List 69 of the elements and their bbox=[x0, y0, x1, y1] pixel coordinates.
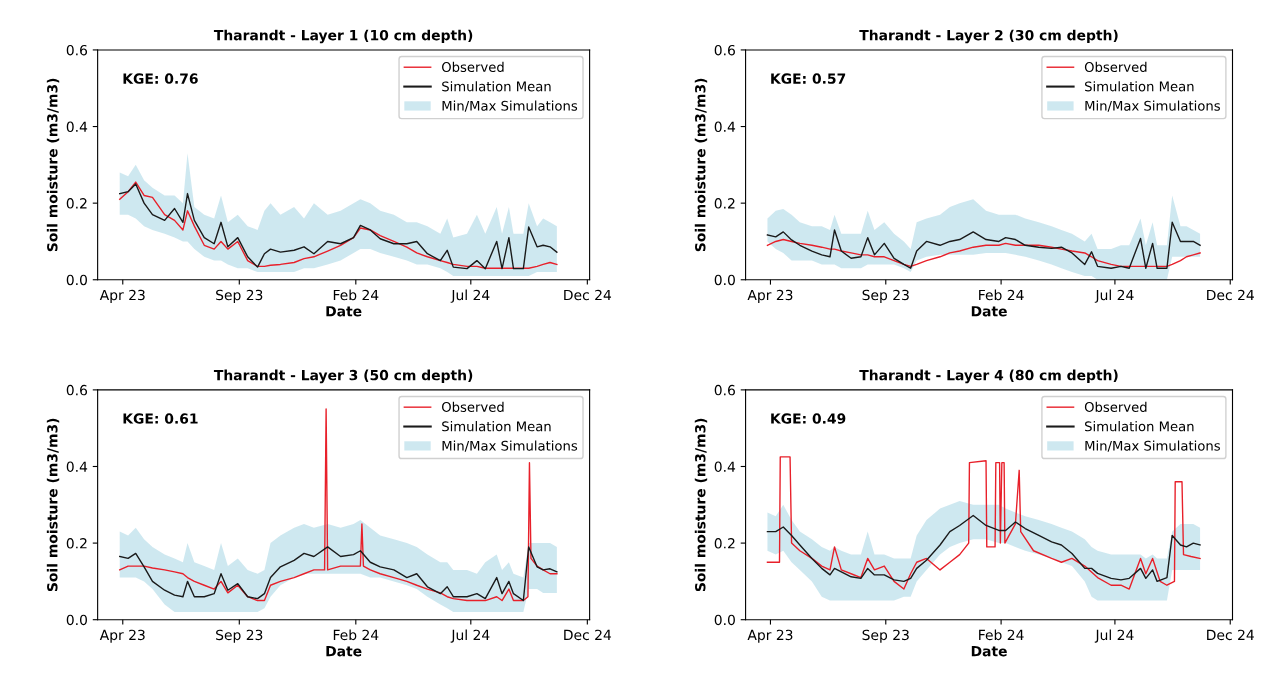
y-tick-label: 0.2 bbox=[66, 198, 87, 209]
x-tick-label: Apr 23 bbox=[99, 289, 145, 303]
annotation: KGE: 0.76 bbox=[123, 73, 198, 84]
x-tick-label: Sep 23 bbox=[862, 289, 909, 303]
chart-title: Tharandt - Layer 1 (10 cm depth) bbox=[213, 29, 473, 44]
chart-title: Tharandt - Layer 2 (30 cm depth) bbox=[859, 29, 1118, 44]
x-tick-label: Feb 24 bbox=[333, 289, 379, 301]
x-tick-label: Jul 24 bbox=[450, 289, 490, 303]
x-tick-label: Feb 24 bbox=[979, 289, 1024, 301]
y-tick-label: 0.4 bbox=[66, 461, 88, 472]
x-tick-label: Apr 23 bbox=[747, 289, 793, 303]
x-tick-label: Dec 24 bbox=[564, 289, 612, 301]
y-tick-label: 0.6 bbox=[66, 384, 88, 396]
line-series bbox=[766, 514, 1201, 583]
annotation: KGE: 0.57 bbox=[771, 73, 846, 84]
y-axis-title: Soil moisture (m3/m3) bbox=[694, 418, 708, 592]
x-axis-title: Date bbox=[326, 306, 362, 317]
y-tick-label: 0.0 bbox=[66, 274, 87, 286]
x-tick-label: Apr 23 bbox=[99, 629, 145, 643]
legend-label: Simulation Mean bbox=[1085, 421, 1194, 432]
x-axis-title: Date bbox=[971, 306, 1007, 317]
legend-label: Observed bbox=[1084, 61, 1147, 73]
y-tick-label: 0.6 bbox=[66, 44, 88, 56]
x-tick-label: Jul 24 bbox=[1094, 629, 1134, 643]
legend-label: Simulation Mean bbox=[1085, 81, 1194, 92]
legend-label: Observed bbox=[442, 61, 504, 73]
legend-label: Simulation Mean bbox=[442, 81, 551, 92]
x-tick-label: Feb 24 bbox=[979, 629, 1024, 641]
y-tick-label: 0.4 bbox=[66, 121, 88, 133]
x-tick-label: Sep 23 bbox=[862, 629, 909, 643]
x-axis-title: Date bbox=[326, 646, 362, 657]
x-tick-label: Feb 24 bbox=[333, 629, 379, 641]
legend-label: Min/Max Simulations bbox=[442, 100, 578, 112]
y-tick-label: 0.0 bbox=[714, 614, 735, 626]
y-tick-label: 0.4 bbox=[714, 461, 736, 472]
legend-label: Min/Max Simulations bbox=[442, 440, 578, 452]
y-axis-title: Soil moisture (m3/m3) bbox=[46, 78, 60, 252]
x-tick-label: Dec 24 bbox=[1207, 289, 1254, 301]
line-series bbox=[766, 238, 1201, 268]
y-tick-label: 0.6 bbox=[714, 44, 735, 56]
x-tick-label: Sep 23 bbox=[216, 629, 263, 643]
y-tick-label: 0.2 bbox=[714, 198, 735, 209]
legend-label: Simulation Mean bbox=[442, 421, 551, 432]
legend-label: Observed bbox=[1084, 401, 1147, 412]
x-tick-label: Jul 24 bbox=[1094, 289, 1134, 303]
line-series bbox=[766, 456, 1201, 590]
y-tick-label: 0.6 bbox=[714, 384, 735, 396]
x-axis-title: Date bbox=[971, 646, 1007, 657]
legend-label: Min/Max Simulations bbox=[1085, 440, 1220, 452]
y-axis-title: Soil moisture (m3/m3) bbox=[694, 78, 708, 252]
y-tick-label: 0.2 bbox=[714, 538, 735, 549]
legend-label: Observed bbox=[442, 401, 504, 412]
y-tick-label: 0.2 bbox=[66, 538, 87, 549]
chart-title: Tharandt - Layer 4 (80 cm depth) bbox=[859, 369, 1118, 384]
x-tick-label: Apr 23 bbox=[747, 629, 793, 643]
x-tick-label: Jul 24 bbox=[450, 629, 490, 643]
x-tick-label: Sep 23 bbox=[216, 289, 263, 303]
annotation: KGE: 0.49 bbox=[771, 413, 846, 424]
x-tick-label: Dec 24 bbox=[564, 629, 612, 641]
y-tick-label: 0.0 bbox=[714, 274, 735, 286]
y-axis-title: Soil moisture (m3/m3) bbox=[46, 418, 60, 592]
x-tick-label: Dec 24 bbox=[1207, 629, 1254, 641]
annotation: KGE: 0.61 bbox=[123, 413, 198, 424]
line-series bbox=[766, 221, 1201, 269]
y-tick-label: 0.0 bbox=[66, 614, 87, 626]
legend-label: Min/Max Simulations bbox=[1085, 100, 1220, 112]
chart-title: Tharandt - Layer 3 (50 cm depth) bbox=[213, 369, 473, 384]
line-series bbox=[119, 546, 558, 602]
y-tick-label: 0.4 bbox=[714, 121, 736, 133]
